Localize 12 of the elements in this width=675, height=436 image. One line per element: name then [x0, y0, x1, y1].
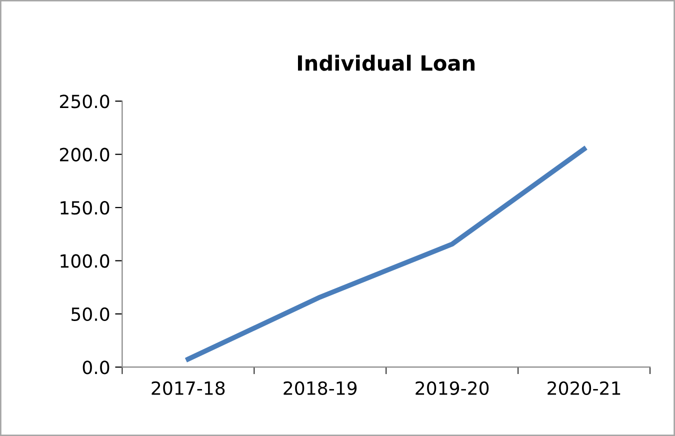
x-tick-label: 2019-20: [416, 381, 489, 395]
y-tick-label: 0.0: [82, 360, 110, 374]
y-tick-label: 50.0: [72, 307, 110, 322]
x-tick-label: 2017-18: [152, 381, 225, 395]
x-tick-label: 2018-19: [284, 381, 357, 395]
y-tick-label: 150.0: [60, 200, 110, 215]
chart-title: Individual Loan: [298, 54, 474, 71]
line-series: [186, 146, 586, 362]
x-tick-label: 2020-21: [548, 381, 620, 395]
y-tick-label: 100.0: [60, 254, 110, 268]
y-tick-label: 200.0: [60, 148, 110, 162]
y-tick-label: 250.0: [60, 94, 110, 108]
